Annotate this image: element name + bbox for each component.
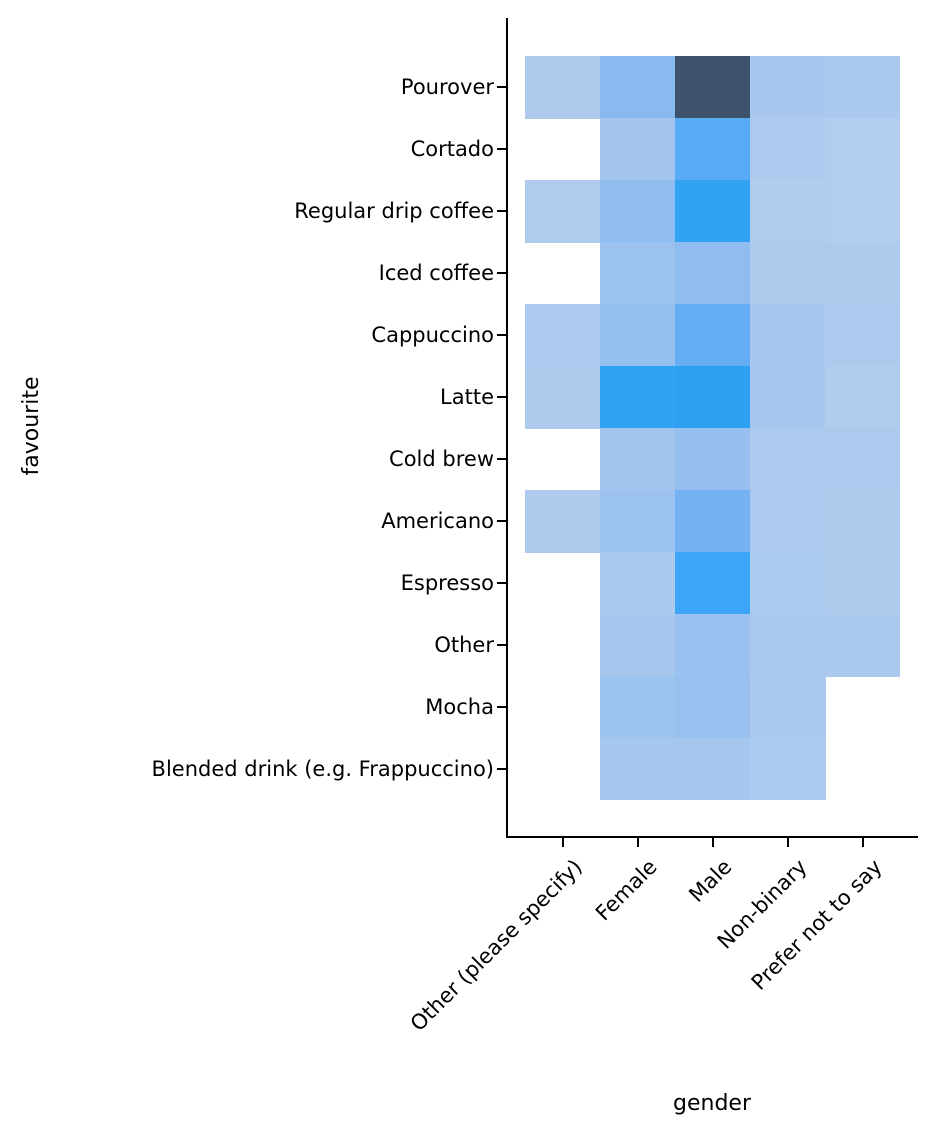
x-tick-label: Male <box>684 854 737 907</box>
y-tick-mark <box>497 272 506 274</box>
y-tick-mark <box>497 520 506 522</box>
y-tick-label: Iced coffee <box>378 261 494 285</box>
heatmap-cell <box>675 552 751 615</box>
heatmap-cell <box>525 304 601 367</box>
y-tick-mark <box>497 706 506 708</box>
heatmap-cell <box>525 366 601 429</box>
heatmap-cell <box>675 490 751 553</box>
heatmap-cell <box>825 242 900 305</box>
heatmap-cell <box>825 56 900 119</box>
heatmap-cell <box>750 676 826 739</box>
heatmap-cell <box>675 676 751 739</box>
heatmap-cell <box>600 242 676 305</box>
heatmap-cell <box>750 614 826 677</box>
x-axis-spine <box>506 836 918 838</box>
x-tick-label: Prefer not to say <box>746 854 887 995</box>
heatmap-cell <box>750 428 826 491</box>
y-tick-label: Blended drink (e.g. Frappuccino) <box>151 757 494 781</box>
heatmap-cell <box>750 366 826 429</box>
heatmap-cell <box>750 304 826 367</box>
heatmap-cell <box>750 180 826 243</box>
heatmap-cell <box>675 304 751 367</box>
y-tick-mark <box>497 334 506 336</box>
x-tick-label: Female <box>591 854 662 926</box>
y-tick-label: Other <box>434 633 494 657</box>
heatmap-cell <box>825 366 900 429</box>
heatmap-cell <box>750 242 826 305</box>
heatmap-cell <box>675 180 751 243</box>
y-tick-mark <box>497 396 506 398</box>
y-tick-mark <box>497 86 506 88</box>
y-tick-mark <box>497 458 506 460</box>
heatmap-cell <box>675 56 751 119</box>
x-tick-mark <box>712 838 714 847</box>
heatmap-cell <box>750 552 826 615</box>
y-tick-mark <box>497 644 506 646</box>
heatmap-cell <box>600 490 676 553</box>
heatmap-cell <box>675 242 751 305</box>
heatmap-cell <box>600 552 676 615</box>
heatmap-cell <box>525 490 601 553</box>
x-tick-mark <box>637 838 639 847</box>
heatmap-cell <box>750 118 826 181</box>
y-tick-label: Cortado <box>410 137 494 161</box>
heatmap-cell <box>750 490 826 553</box>
heatmap-cell <box>600 180 676 243</box>
heatmap-cell <box>600 676 676 739</box>
heatmap-cell <box>600 366 676 429</box>
x-tick-mark <box>862 838 864 847</box>
y-tick-mark <box>497 582 506 584</box>
y-tick-label: Regular drip coffee <box>294 199 494 223</box>
y-tick-label: Latte <box>440 385 494 409</box>
heatmap-cell <box>825 614 900 677</box>
y-tick-mark <box>497 768 506 770</box>
heatmap-cell <box>525 180 601 243</box>
y-tick-label: Pourover <box>400 75 494 99</box>
heatmap-cell <box>600 614 676 677</box>
heatmap-cell <box>825 428 900 491</box>
x-axis-title: gender <box>673 1091 751 1116</box>
x-tick-mark <box>562 838 564 847</box>
heatmap-cell <box>750 56 826 119</box>
heatmap-cell <box>600 118 676 181</box>
heatmap-cell <box>675 366 751 429</box>
heatmap-cell <box>600 56 676 119</box>
y-tick-mark <box>497 148 506 150</box>
y-tick-label: Cappuccino <box>371 323 494 347</box>
y-tick-label: Espresso <box>400 571 494 595</box>
heatmap-cell <box>825 118 900 181</box>
y-tick-label: Cold brew <box>389 447 494 471</box>
y-tick-label: Mocha <box>425 695 494 719</box>
y-tick-label: Americano <box>381 509 494 533</box>
heatmap-cell <box>525 56 601 119</box>
y-tick-mark <box>497 210 506 212</box>
y-axis-title: favourite <box>19 376 44 476</box>
y-axis-spine <box>506 18 508 838</box>
heatmap-cell <box>675 118 751 181</box>
heatmap-cell <box>600 304 676 367</box>
x-tick-label: Other (please specify) <box>405 854 587 1036</box>
heatmap-cell <box>825 304 900 367</box>
heatmap-cell <box>825 552 900 615</box>
heatmap-cell <box>675 428 751 491</box>
heatmap-cell <box>825 490 900 553</box>
heatmap-cell <box>825 180 900 243</box>
heatmap-cell <box>750 738 826 800</box>
heatmap-cell <box>675 614 751 677</box>
x-tick-mark <box>787 838 789 847</box>
heatmap-cell <box>600 428 676 491</box>
heatmap-cell <box>675 738 751 800</box>
heatmap-cell <box>600 738 676 800</box>
